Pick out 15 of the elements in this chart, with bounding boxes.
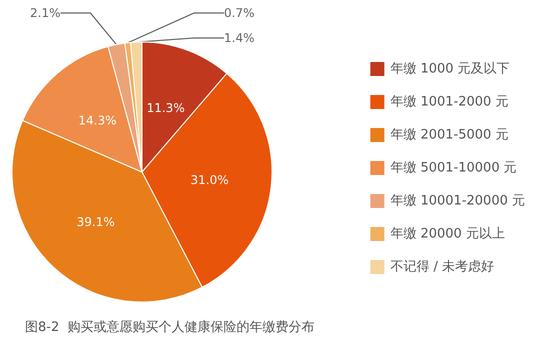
legend-label: 年缴 20000 元以上 xyxy=(390,226,505,242)
data-label: 1.4% xyxy=(224,31,254,45)
data-label: 39.1% xyxy=(76,214,115,229)
data-label: 11.3% xyxy=(146,101,185,116)
legend-label: 不记得 / 未考虑好 xyxy=(390,260,494,274)
legend-label: 年缴 1000 元及以下 xyxy=(390,62,510,76)
legend-label: 年缴 10001-20000 元 xyxy=(390,194,526,208)
data-label: 14.3% xyxy=(78,114,117,128)
data-label: 0.7% xyxy=(224,6,254,20)
legend-label: 年缴 5001-10000 元 xyxy=(390,160,517,176)
data-label: 31.0% xyxy=(190,172,229,187)
data-label: 2.1% xyxy=(30,6,60,20)
text: 图8-2 购买或意愿购买个人健康保险的年缴费分布 xyxy=(25,320,314,335)
legend-label: 年缴 1001-2000 元 xyxy=(390,94,508,110)
legend-label: 年缴 2001-5000 元 xyxy=(390,128,508,142)
